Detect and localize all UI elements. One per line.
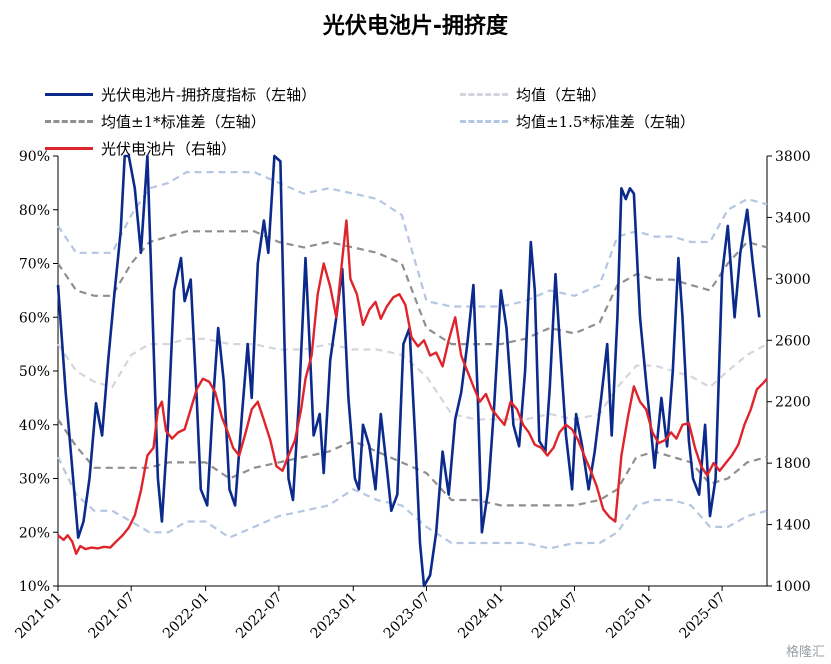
y-left-tick-label: 10% [19,579,50,595]
x-tick-label: 2022-01 [160,590,212,642]
y-right-tick-label: 3800 [775,149,811,165]
x-tick-label: 2023-07 [381,590,433,642]
x-tick-label: 2023-01 [308,590,360,642]
y-left-tick-label: 90% [19,149,50,165]
legend-label-band15: 均值±1.5*标准差（左轴） [516,113,695,131]
y-left-tick-label: 50% [19,364,50,380]
legend-item-band1: 均值±1*标准差（左轴） [45,111,266,132]
y-right-tick-label: 1400 [775,518,811,534]
legend-label-crowding: 光伏电池片-拥挤度指标（左轴） [101,86,317,104]
y-left-tick-label: 70% [19,257,50,273]
x-tick-label: 2022-07 [233,590,285,642]
legend-label-mean: 均值（左轴） [516,86,607,104]
series-line-6 [57,219,768,555]
y-right-tick-label: 1800 [775,456,811,472]
x-tick-label: 2024-01 [455,590,507,642]
x-tick-label: 2025-01 [603,590,655,642]
legend-swatch-crowding [45,93,93,96]
legend-swatch-mean [460,93,508,96]
y-right-tick-label: 1000 [775,579,811,595]
y-right-tick-label: 2600 [775,333,811,349]
y-right-tick-label: 2200 [775,395,811,411]
watermark: 格隆汇 [785,645,825,660]
y-left-tick-label: 60% [19,310,50,326]
y-left-tick-label: 80% [19,203,50,219]
chart-title: 光伏电池片-拥挤度 [322,14,509,39]
legend-label-price: 光伏电池片（右轴） [101,140,237,158]
series-line-5 [57,456,768,550]
x-tick-label: 2025-07 [676,590,728,642]
y-right-tick-label: 3400 [775,210,811,226]
y-left-tick-label: 40% [19,418,50,434]
x-tick-label: 2021-01 [12,590,64,642]
y-left-tick-label: 30% [19,472,50,488]
y-right-tick-label: 3000 [775,272,811,288]
series-line-4 [57,171,768,308]
y-left-tick-label: 20% [19,525,50,541]
series-line-2 [57,230,768,346]
x-tick-label: 2024-07 [529,590,581,642]
legend-swatch-band1 [45,120,93,123]
series-line-3 [57,418,768,507]
legend-swatch-price [45,147,93,150]
series-line-0 [56,154,761,588]
legend-item-band15: 均值±1.5*标准差（左轴） [460,111,695,132]
x-tick-label: 2021-07 [86,590,138,642]
legend-label-band1: 均值±1*标准差（左轴） [101,113,266,131]
legend-item-mean: 均值（左轴） [460,84,606,105]
legend-swatch-band15 [460,120,508,123]
legend-item-price: 光伏电池片（右轴） [45,138,236,159]
legend-item-crowding: 光伏电池片-拥挤度指标（左轴） [45,84,316,105]
